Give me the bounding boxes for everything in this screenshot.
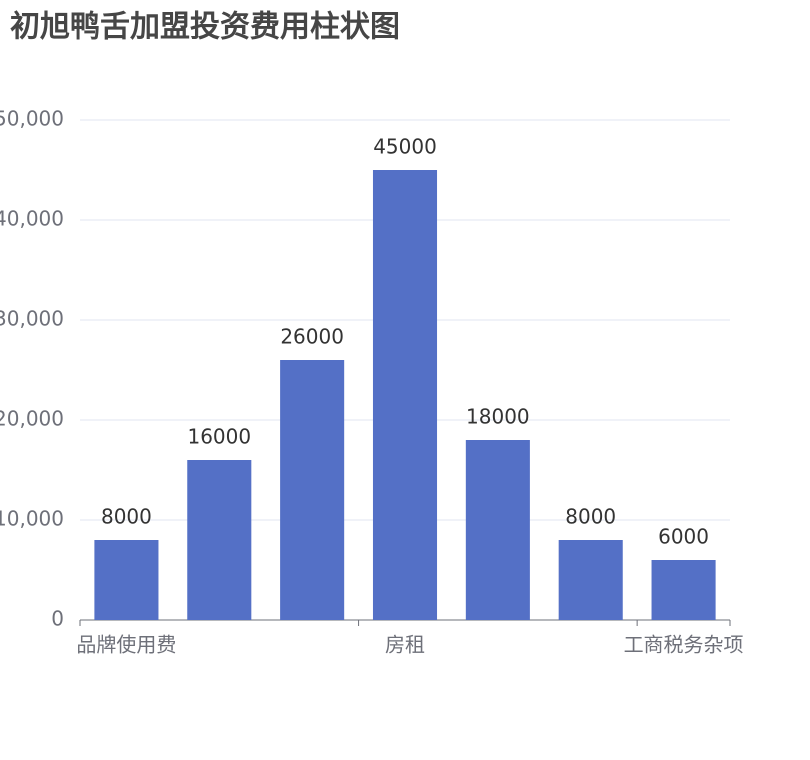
- x-tick-label: 品牌使用费: [76, 633, 176, 657]
- chart-title: 初旭鸭舌加盟投资费用柱状图: [10, 10, 400, 45]
- bar: [558, 540, 623, 620]
- bar: [465, 440, 530, 620]
- value-label: 18000: [466, 405, 530, 429]
- y-tick-label: 50,000: [0, 107, 64, 131]
- x-tick-label: 房租: [385, 633, 425, 657]
- y-tick-label: 0: [51, 607, 64, 631]
- y-tick-label: 30,000: [0, 307, 64, 331]
- x-tick-label: 工商税务杂项: [624, 633, 744, 657]
- value-label: 16000: [187, 425, 251, 449]
- bar: [651, 560, 716, 620]
- value-label: 8000: [565, 505, 616, 529]
- value-label: 8000: [101, 505, 152, 529]
- y-tick-label: 20,000: [0, 407, 64, 431]
- y-tick-label: 40,000: [0, 207, 64, 231]
- bar: [187, 460, 252, 620]
- y-tick-label: 10,000: [0, 507, 64, 531]
- value-label: 45000: [373, 135, 437, 159]
- bar: [372, 170, 438, 620]
- value-label: 6000: [658, 525, 709, 549]
- value-label: 26000: [280, 325, 344, 349]
- bar: [94, 540, 159, 620]
- bar: [280, 360, 345, 620]
